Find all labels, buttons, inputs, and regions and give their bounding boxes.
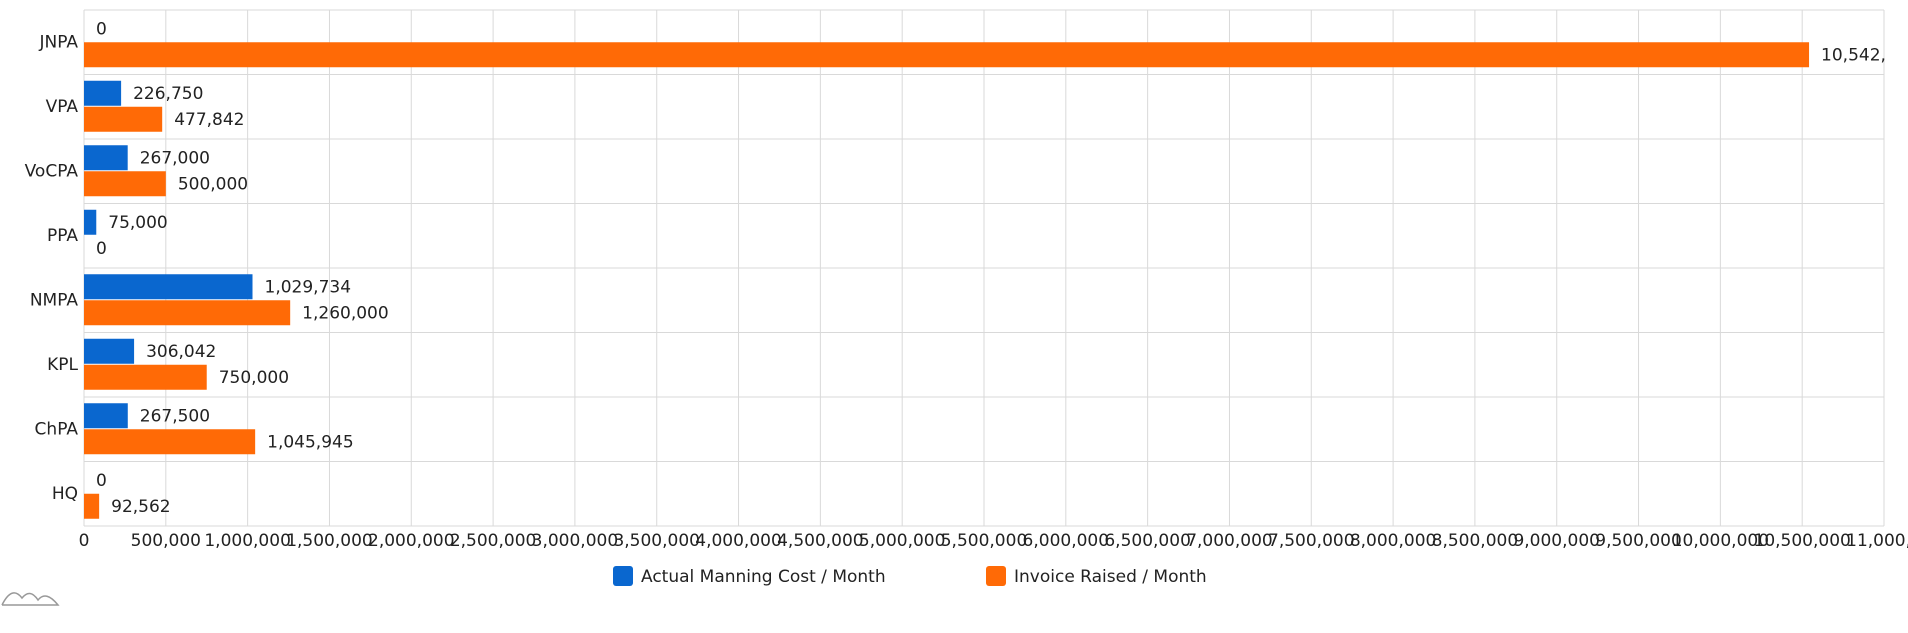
legend-label: Actual Manning Cost / Month [641, 567, 886, 587]
y-tick-label: KPL [47, 355, 78, 375]
x-tick-label: 6,500,000 [1104, 531, 1191, 551]
data-label: 0 [96, 19, 107, 39]
bar [84, 338, 135, 364]
x-tick-label: 8,000,000 [1350, 531, 1437, 551]
data-label: 1,029,734 [265, 277, 352, 297]
legend-label: Invoice Raised / Month [1014, 567, 1207, 587]
data-label: 10,542, [1821, 45, 1886, 65]
x-tick-label: 4,500,000 [777, 531, 864, 551]
y-tick-label: PPA [47, 226, 78, 246]
x-tick-label: 2,000,000 [368, 531, 455, 551]
data-label: 0 [96, 239, 107, 259]
bar [84, 80, 122, 106]
x-tick-label: 4,000,000 [695, 531, 782, 551]
x-tick-label: 11,000,0 [1846, 531, 1908, 551]
x-tick-label: 5,000,000 [859, 531, 946, 551]
data-label: 500,000 [178, 174, 248, 194]
x-tick-label: 5,500,000 [941, 531, 1028, 551]
y-tick-label: JNPA [38, 32, 78, 52]
x-tick-label: 7,500,000 [1268, 531, 1355, 551]
bar [84, 171, 166, 197]
data-label: 92,562 [111, 497, 170, 517]
data-label: 750,000 [219, 368, 289, 388]
x-tick-label: 10,500,000 [1754, 531, 1851, 551]
legend-swatch [613, 566, 633, 586]
x-tick-label: 6,000,000 [1023, 531, 1110, 551]
x-tick-label: 9,000,000 [1513, 531, 1600, 551]
data-label: 306,042 [146, 342, 216, 362]
data-label: 267,500 [140, 406, 210, 426]
y-tick-label: HQ [52, 484, 78, 504]
x-tick-label: 10,000,000 [1672, 531, 1769, 551]
data-label: 267,000 [140, 148, 210, 168]
x-tick-label: 1,500,000 [286, 531, 373, 551]
x-tick-label: 500,000 [131, 531, 201, 551]
bar [84, 429, 256, 455]
x-tick-label: 9,500,000 [1595, 531, 1682, 551]
data-label: 477,842 [174, 110, 244, 130]
bar [84, 403, 128, 429]
y-tick-label: VPA [46, 97, 79, 117]
x-tick-label: 3,500,000 [613, 531, 700, 551]
bar [84, 274, 253, 300]
data-label: 75,000 [108, 213, 167, 233]
y-tick-label: VoCPA [25, 161, 79, 181]
bar [84, 145, 128, 171]
y-tick-label: NMPA [30, 290, 79, 310]
bar [84, 364, 207, 390]
y-tick-label: ChPA [35, 419, 79, 439]
data-label: 0 [96, 471, 107, 491]
bar [84, 493, 100, 519]
logo [1, 592, 60, 606]
bar [84, 42, 1810, 68]
x-tick-label: 0 [79, 531, 90, 551]
data-label: 226,750 [133, 84, 203, 104]
x-tick-label: 2,500,000 [450, 531, 537, 551]
data-label: 1,045,945 [267, 432, 354, 452]
x-tick-label: 7,000,000 [1186, 531, 1273, 551]
x-tick-label: 8,500,000 [1432, 531, 1519, 551]
data-label: 1,260,000 [302, 303, 389, 323]
legend-swatch [986, 566, 1006, 586]
bar [84, 300, 291, 326]
x-tick-label: 1,000,000 [204, 531, 291, 551]
bar [84, 209, 97, 235]
x-tick-label: 3,000,000 [532, 531, 619, 551]
bar [84, 106, 163, 132]
